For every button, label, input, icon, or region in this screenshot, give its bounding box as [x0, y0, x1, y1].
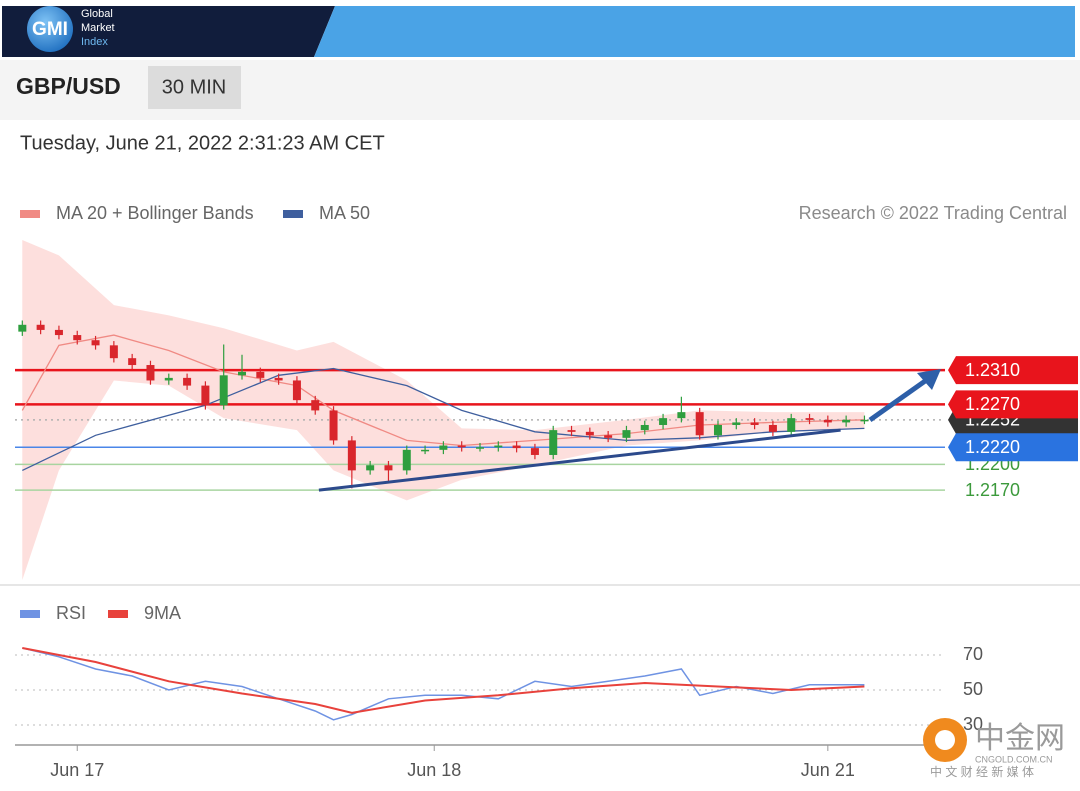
indicator-line [22, 647, 865, 721]
trendline [318, 428, 841, 492]
candle-body [842, 419, 851, 423]
candle-body [567, 430, 576, 432]
indicator-line [21, 334, 865, 447]
timestamp: Tuesday, June 21, 2022 2:31:23 AM CET [20, 132, 385, 154]
candle-body [402, 449, 411, 471]
candle-body [677, 412, 686, 419]
candle-body [91, 340, 100, 346]
candle-body [494, 445, 503, 448]
candle-body [36, 324, 45, 330]
candle-body [329, 410, 338, 441]
candle-body [73, 335, 82, 341]
level-label: 1.2220 [965, 437, 1020, 457]
brand-line: Index [81, 36, 108, 48]
logo: GMI [32, 19, 68, 40]
candle-body [640, 424, 649, 431]
candle-body [292, 380, 301, 401]
candle-body [146, 365, 155, 381]
header-blue [314, 6, 1075, 57]
candle-body [512, 445, 521, 449]
legend-swatch [108, 610, 128, 618]
candle-body [695, 412, 704, 436]
x-tick-label: Jun 21 [801, 760, 855, 780]
brand-line: Market [81, 22, 115, 34]
legend-swatch [283, 210, 303, 218]
candle-body [54, 329, 63, 336]
y-tick-label: 50 [963, 679, 983, 699]
level-label-box [948, 433, 1078, 462]
indicator-line [22, 367, 865, 471]
candle-body [256, 371, 265, 378]
brand-line: Global [81, 8, 113, 20]
header-navy [2, 6, 335, 57]
candle-body [476, 447, 484, 449]
forecast-arrow [868, 376, 930, 423]
watermark-site: CNGOLD.COM.CN [975, 754, 1053, 764]
candle-body [439, 445, 448, 450]
candle-body [860, 419, 869, 422]
candle-body [530, 448, 539, 455]
candle-body [238, 371, 247, 376]
watermark: 中金网 [975, 722, 1065, 755]
candle-body [585, 431, 594, 436]
candle-body [750, 422, 759, 425]
candle-body [457, 445, 466, 448]
logo-badge [27, 6, 73, 52]
candle-body [311, 400, 320, 411]
candle-body [164, 377, 173, 381]
candle-body [219, 375, 228, 406]
timeframe-box[interactable] [148, 66, 241, 109]
level-label: 1.2310 [965, 360, 1020, 380]
candle-body [549, 430, 558, 455]
timeframe[interactable]: 30 MIN [162, 76, 226, 98]
legend-label: MA 50 [319, 203, 370, 223]
legend-label: MA 20 + Bollinger Bands [56, 203, 254, 223]
legend-swatch [20, 210, 40, 218]
candle-body [622, 430, 631, 438]
candle-body [768, 424, 777, 432]
level-label: 1.2270 [965, 394, 1020, 414]
source-note: Research © 2022 Trading Central [799, 203, 1067, 223]
y-tick-label: 70 [963, 644, 983, 664]
bollinger-band [22, 240, 865, 580]
candle-body [347, 440, 356, 471]
indicator-line [22, 647, 865, 714]
legend-label: RSI [56, 603, 86, 623]
candle-body [659, 418, 668, 425]
y-tick-label: 30 [963, 714, 983, 734]
candle-body [421, 449, 430, 452]
candle-body [604, 435, 613, 438]
candle-body [805, 418, 814, 420]
candle-body [201, 385, 210, 406]
x-tick-label: Jun 17 [50, 760, 104, 780]
symbol: GBP/USD [16, 73, 121, 99]
legend-label: 9MA [144, 603, 181, 623]
candle-body [128, 358, 137, 366]
candle-body [274, 377, 283, 381]
candle-body [109, 345, 118, 359]
level-label-box [948, 356, 1078, 385]
watermark-logo-inner [935, 730, 955, 750]
forecast-arrowhead [917, 369, 941, 390]
candle-body [18, 324, 27, 332]
candle-body [713, 424, 722, 436]
candle-body [787, 418, 796, 432]
level-label: 1.2170 [965, 480, 1020, 500]
x-tick-label: Jun 18 [407, 760, 461, 780]
watermark-slogan: 中 文 财 经 新 媒 体 [930, 764, 1034, 779]
candle-body [823, 419, 832, 423]
candle-body [183, 377, 192, 386]
legend-swatch [20, 610, 40, 618]
plots: MA 20 + Bollinger Bands MA 50 RSI 9MA 30 50 70… [15, 203, 983, 780]
candle-body [732, 422, 741, 425]
candle-body [366, 465, 375, 471]
level-label-box [948, 390, 1078, 419]
candle-body [384, 465, 393, 471]
